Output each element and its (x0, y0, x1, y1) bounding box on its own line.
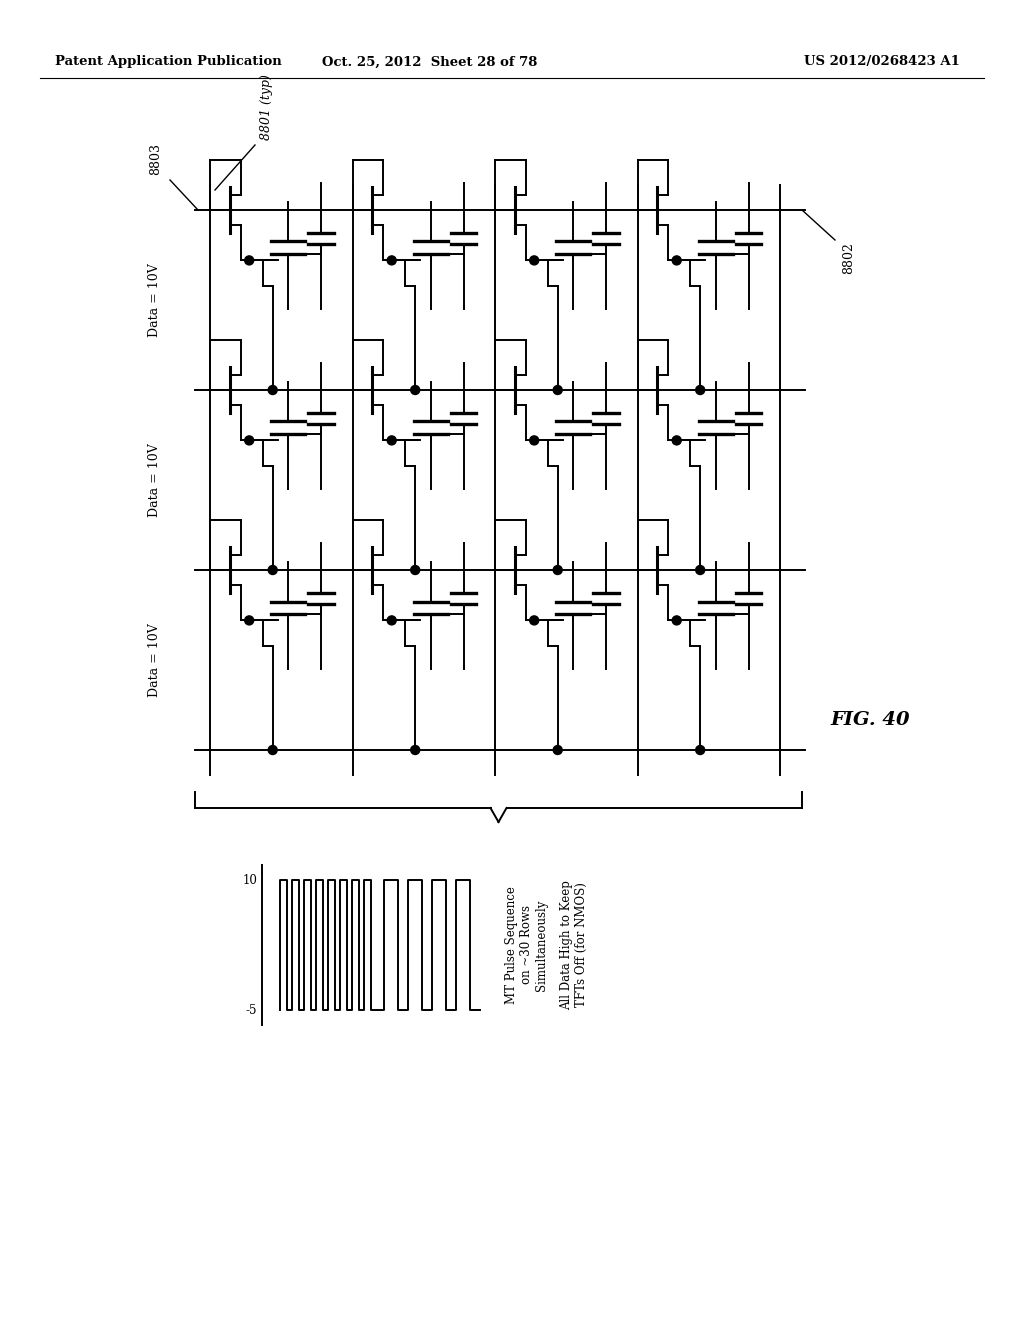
Text: Oct. 25, 2012  Sheet 28 of 78: Oct. 25, 2012 Sheet 28 of 78 (323, 55, 538, 69)
Circle shape (672, 436, 681, 445)
Circle shape (553, 385, 562, 395)
Text: Data = 10V: Data = 10V (148, 263, 162, 337)
Text: MT Pulse Sequence
on ~30 Rows
Simultaneously: MT Pulse Sequence on ~30 Rows Simultaneo… (505, 886, 548, 1005)
Circle shape (268, 746, 278, 755)
Circle shape (245, 616, 254, 624)
Circle shape (268, 385, 278, 395)
Text: 10: 10 (242, 874, 257, 887)
Text: -5: -5 (246, 1003, 257, 1016)
Text: All Data High to Keep
TFTs Off (for NMOS): All Data High to Keep TFTs Off (for NMOS… (560, 880, 588, 1010)
Text: Data = 10V: Data = 10V (148, 623, 162, 697)
Circle shape (245, 436, 254, 445)
Circle shape (411, 746, 420, 755)
Circle shape (245, 256, 254, 265)
Circle shape (529, 256, 539, 265)
Text: FIG. 40: FIG. 40 (830, 711, 909, 729)
Circle shape (411, 565, 420, 574)
Circle shape (411, 385, 420, 395)
Text: 8801 (typ): 8801 (typ) (260, 74, 273, 140)
Circle shape (387, 436, 396, 445)
Circle shape (672, 616, 681, 624)
Text: 8802: 8802 (842, 242, 855, 273)
Text: Patent Application Publication: Patent Application Publication (55, 55, 282, 69)
Circle shape (553, 746, 562, 755)
Circle shape (387, 616, 396, 624)
Circle shape (387, 256, 396, 265)
Circle shape (268, 565, 278, 574)
Text: Data = 10V: Data = 10V (148, 444, 162, 517)
Circle shape (529, 616, 539, 624)
Circle shape (695, 385, 705, 395)
Circle shape (695, 746, 705, 755)
Text: US 2012/0268423 A1: US 2012/0268423 A1 (804, 55, 961, 69)
Circle shape (695, 565, 705, 574)
Circle shape (553, 565, 562, 574)
Circle shape (529, 436, 539, 445)
Text: 8803: 8803 (150, 143, 162, 176)
Circle shape (672, 256, 681, 265)
